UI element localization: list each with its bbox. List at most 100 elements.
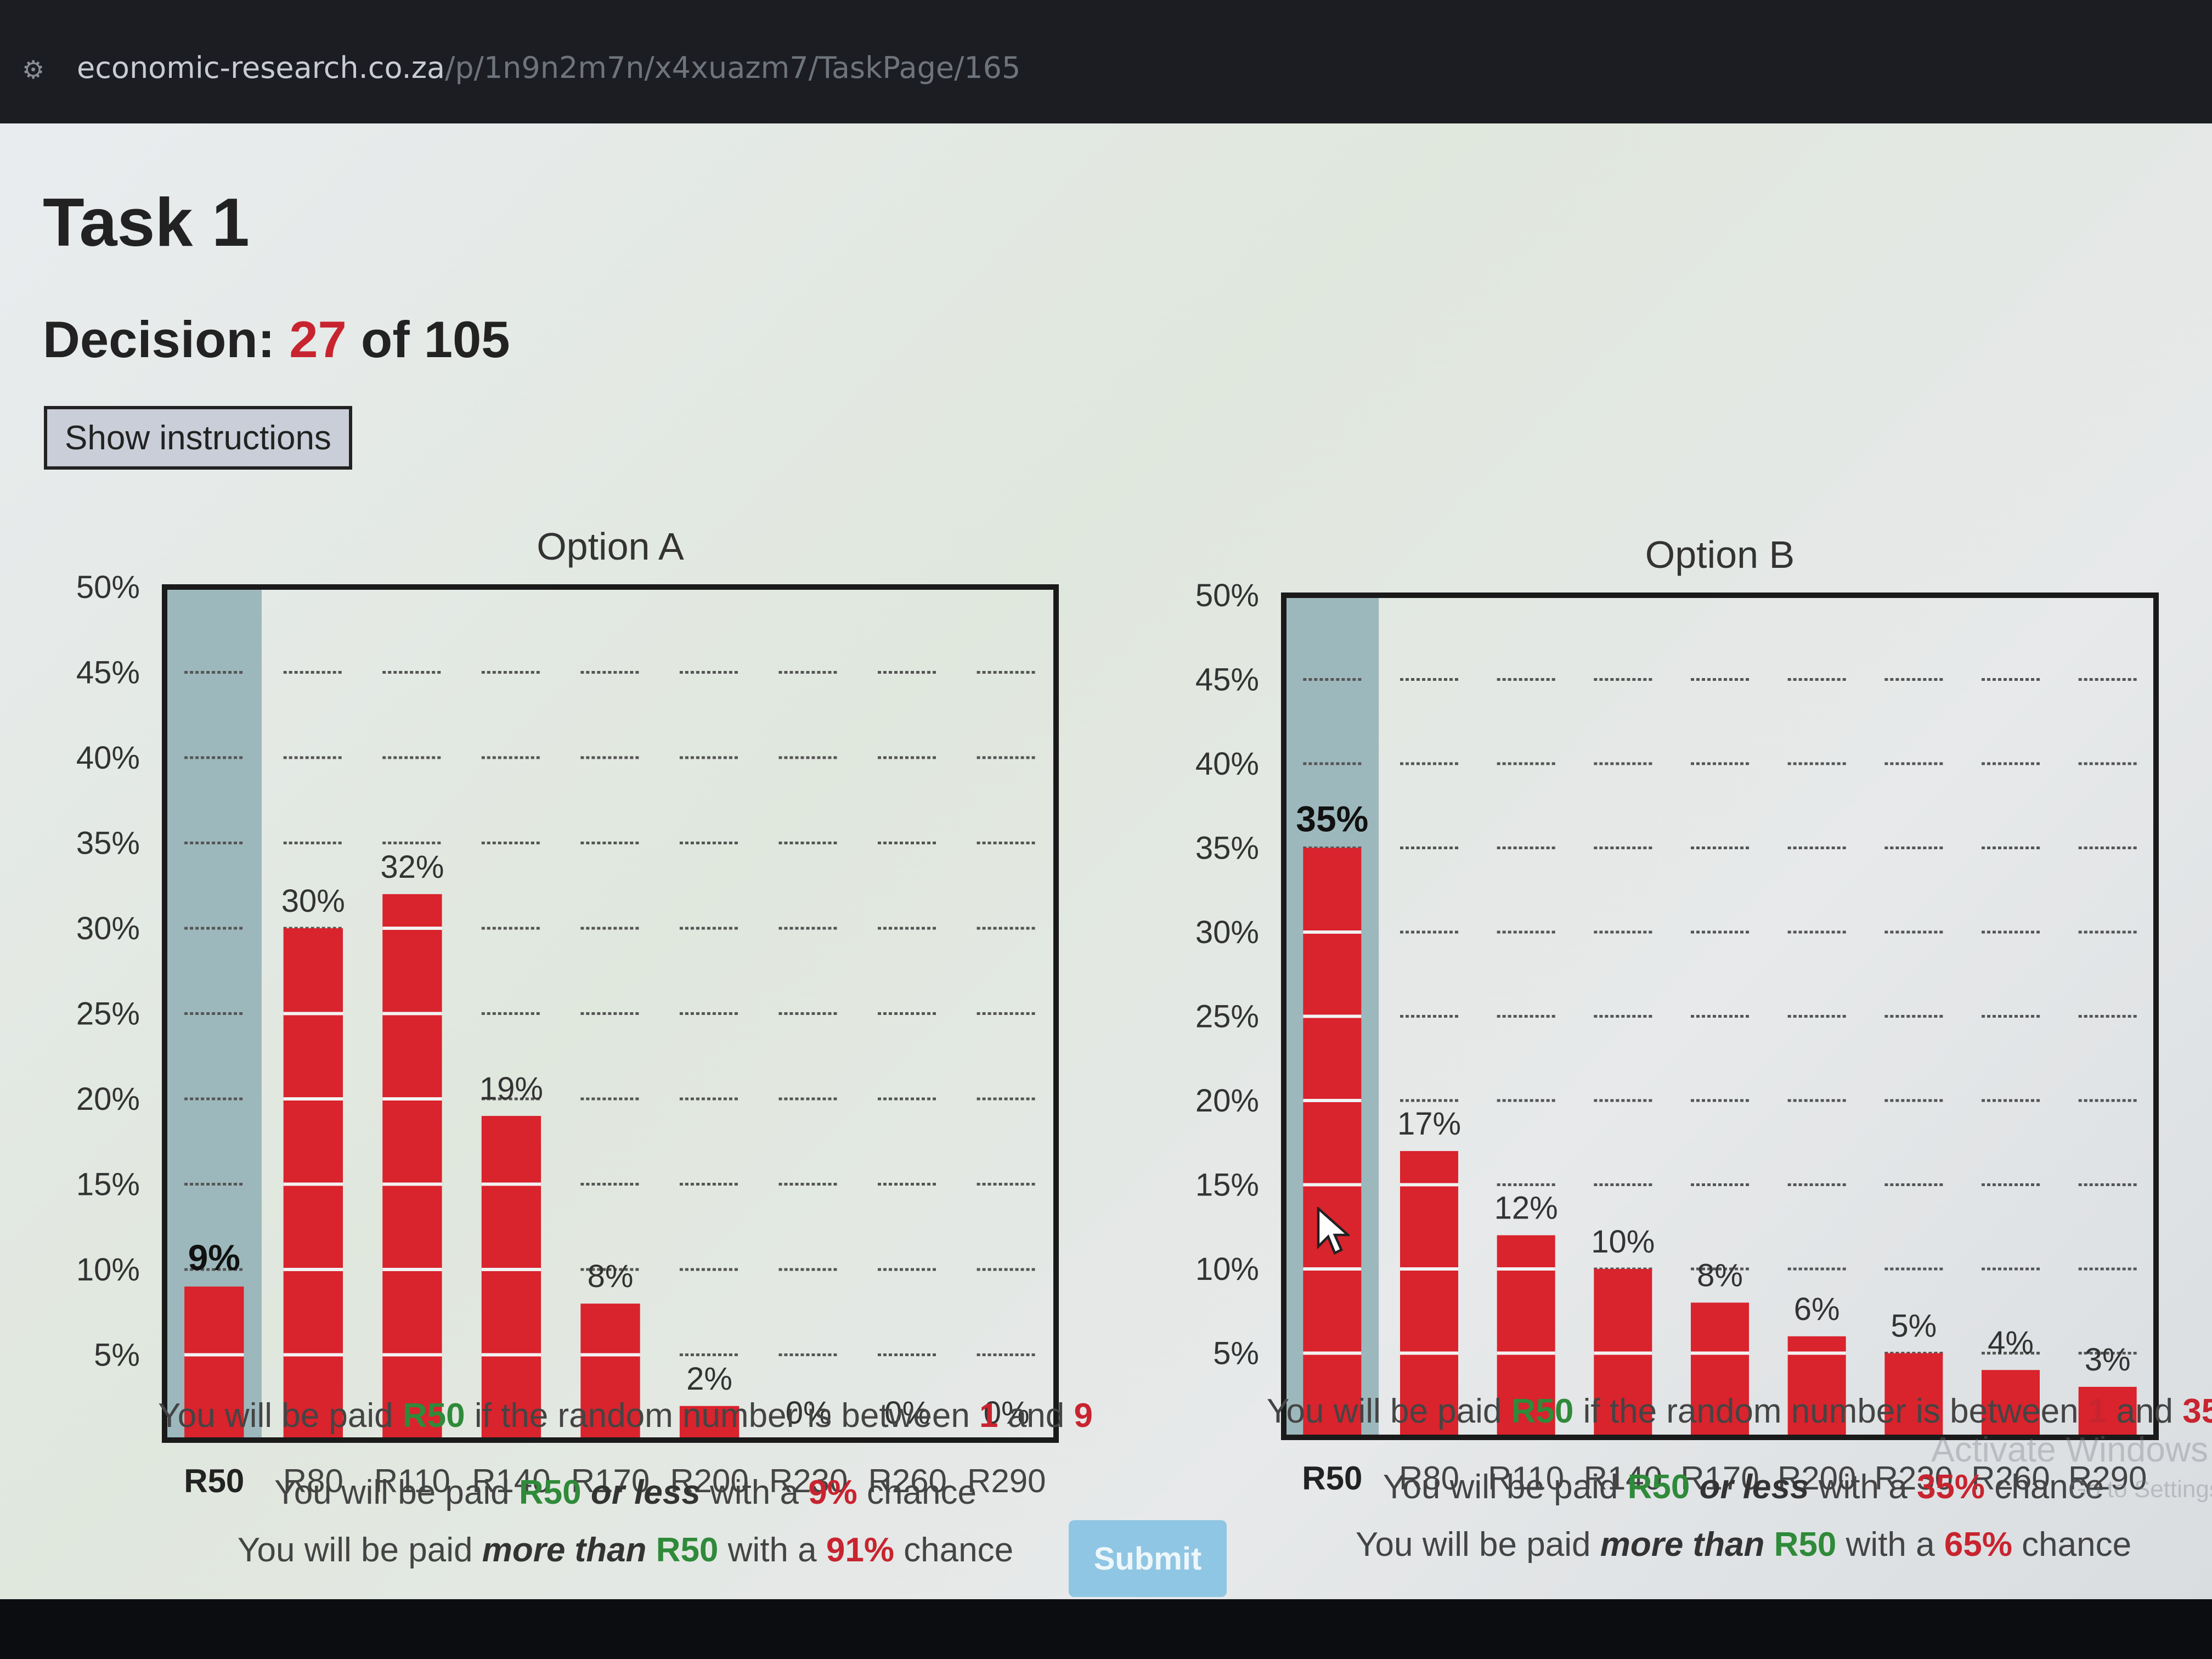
text-part: with a	[709, 1474, 799, 1511]
submit-button[interactable]: Submit	[1069, 1520, 1227, 1597]
y-tick-label: 25%	[76, 996, 140, 1032]
site-settings-icon[interactable]: ⚙	[22, 55, 45, 84]
amount: R50	[518, 1474, 582, 1511]
text-part: with a	[727, 1531, 817, 1569]
y-tick-label: 40%	[1195, 746, 1259, 782]
text-part: You will be paid	[237, 1531, 473, 1569]
bar-R50	[184, 1286, 244, 1440]
x-tick-label: R50	[1302, 1460, 1362, 1497]
y-tick-label: 35%	[76, 826, 140, 861]
text-part: You will be paid	[1266, 1392, 1502, 1430]
text-part: with a	[1818, 1468, 1908, 1506]
mouse-cursor-icon	[1317, 1207, 1350, 1255]
value-label: 5%	[1891, 1308, 1937, 1344]
qualifier: more than	[1600, 1526, 1765, 1564]
url-domain: economic-research.co.za	[77, 50, 445, 85]
option-charts: 9%30%32%19%8%2%0% 0% 0%5%10%15%20%25%30%35…	[76, 525, 2159, 1499]
bar-R110	[382, 894, 442, 1440]
value-label: 35%	[1296, 799, 1368, 839]
bar-R80	[1400, 1151, 1458, 1437]
x-tick-label: R260	[868, 1463, 946, 1499]
amount: R50	[1511, 1392, 1574, 1430]
qualifier: more than	[482, 1531, 647, 1569]
page-title: Task 1	[43, 185, 250, 261]
y-tick-label: 50%	[76, 569, 140, 605]
value-label: 9%	[188, 1237, 240, 1278]
bar-R290	[2078, 1386, 2137, 1437]
x-tick-label: R230	[1875, 1460, 1953, 1497]
bar-R230	[1884, 1353, 1943, 1437]
x-tick-label: R110	[374, 1463, 450, 1499]
windows-activation-hint: Go to Settings to activate Windows.	[2068, 1476, 2212, 1503]
option-b-less-sentence: You will be paid R50 or less with a 35% …	[1383, 1468, 2104, 1506]
x-tick-label: R290	[2068, 1460, 2147, 1497]
decision-total: of 105	[360, 311, 510, 368]
y-tick-label: 20%	[76, 1081, 140, 1117]
text-part: You will be paid	[158, 1397, 393, 1435]
value-label: 17%	[1397, 1106, 1461, 1142]
x-tick-label: R290	[967, 1463, 1046, 1499]
bar-R200	[679, 1406, 740, 1440]
bar-R170	[580, 1304, 640, 1440]
decision-label: Decision:	[43, 311, 275, 368]
y-tick-label: 5%	[1213, 1336, 1259, 1372]
bar-R260	[1982, 1370, 2040, 1437]
x-tick-label: R170	[571, 1463, 650, 1499]
text-part: if the random number is between	[1583, 1392, 2079, 1430]
y-tick-label: 25%	[1195, 999, 1259, 1035]
x-tick-label: R50	[184, 1463, 244, 1499]
bar-R50	[1303, 848, 1362, 1437]
chance-percent: 9%	[808, 1474, 857, 1511]
show-instructions-button[interactable]: Show instructions	[44, 406, 352, 470]
qualifier: or less	[590, 1474, 701, 1511]
text-part: chance	[1994, 1468, 2104, 1506]
value-label: 10%	[1591, 1224, 1655, 1260]
bar-R170	[1691, 1302, 1749, 1437]
value-label: 19%	[479, 1071, 543, 1107]
y-tick-label: 20%	[1195, 1083, 1259, 1119]
option-a-range-sentence: You will be paid R50 if the random numbe…	[158, 1396, 1093, 1435]
text-part: You will be paid	[1355, 1526, 1591, 1564]
x-tick-label: R200	[670, 1463, 748, 1499]
text-part: chance	[2022, 1526, 2132, 1564]
y-tick-label: 35%	[1195, 831, 1259, 866]
chart-frame	[162, 584, 1059, 1443]
range-high: 9	[1074, 1397, 1093, 1435]
text-part: chance	[904, 1531, 1014, 1569]
chart-option-b: 35% 17% 12% 10% 8% 6% 5% 4% 3% 5% 10% 15% 20% 25% 30% 3…	[1195, 533, 2159, 1497]
chart-title: Option A	[537, 525, 684, 568]
value-label: 3%	[2085, 1342, 2131, 1378]
url-text[interactable]: economic-research.co.za/p/1n9n2m7n/x4xua…	[77, 50, 1020, 85]
y-tick-label: 45%	[1195, 662, 1259, 698]
x-tick-label: R110	[1488, 1460, 1564, 1497]
qualifier: or less	[1699, 1468, 1809, 1506]
text-part: if the random number is between	[474, 1397, 970, 1435]
value-label: 4%	[1988, 1325, 2034, 1361]
option-b-range-sentence: You will be paid R50 if the random numbe…	[1267, 1392, 2212, 1431]
value-label: 8%	[588, 1259, 634, 1294]
value-label: 30%	[281, 883, 345, 919]
y-tick-label: 30%	[76, 911, 140, 946]
y-tick-label: 30%	[1195, 915, 1259, 950]
x-tick-label: R80	[1399, 1460, 1459, 1497]
x-tick-label: R260	[1971, 1460, 2050, 1497]
x-tick-label: R200	[1778, 1460, 1856, 1497]
x-tick-label: R80	[283, 1463, 343, 1499]
amount: R50	[1627, 1468, 1690, 1506]
y-tick-label: 10%	[76, 1252, 140, 1288]
text-part: and	[2116, 1392, 2173, 1430]
value-label: 0%	[786, 1395, 832, 1431]
range-high: 35	[2182, 1392, 2212, 1430]
option-a-more-sentence: You will be paid more than R50 with a 91…	[238, 1531, 1013, 1570]
x-tick-label: R230	[769, 1463, 848, 1499]
y-tick-label: 10%	[1195, 1251, 1259, 1287]
amount: R50	[1774, 1526, 1837, 1564]
browser-url-bar[interactable]: ⚙ economic-research.co.za/p/1n9n2m7n/x4x…	[0, 0, 2212, 123]
y-tick-label: 15%	[1195, 1167, 1259, 1203]
value-label: 0%	[884, 1395, 930, 1431]
x-tick-label: R170	[1680, 1460, 1759, 1497]
chart-frame	[1281, 592, 2159, 1440]
y-tick-label: 50%	[1195, 578, 1259, 613]
text-part: with a	[1846, 1526, 1935, 1564]
value-label: 0%	[984, 1395, 1030, 1431]
